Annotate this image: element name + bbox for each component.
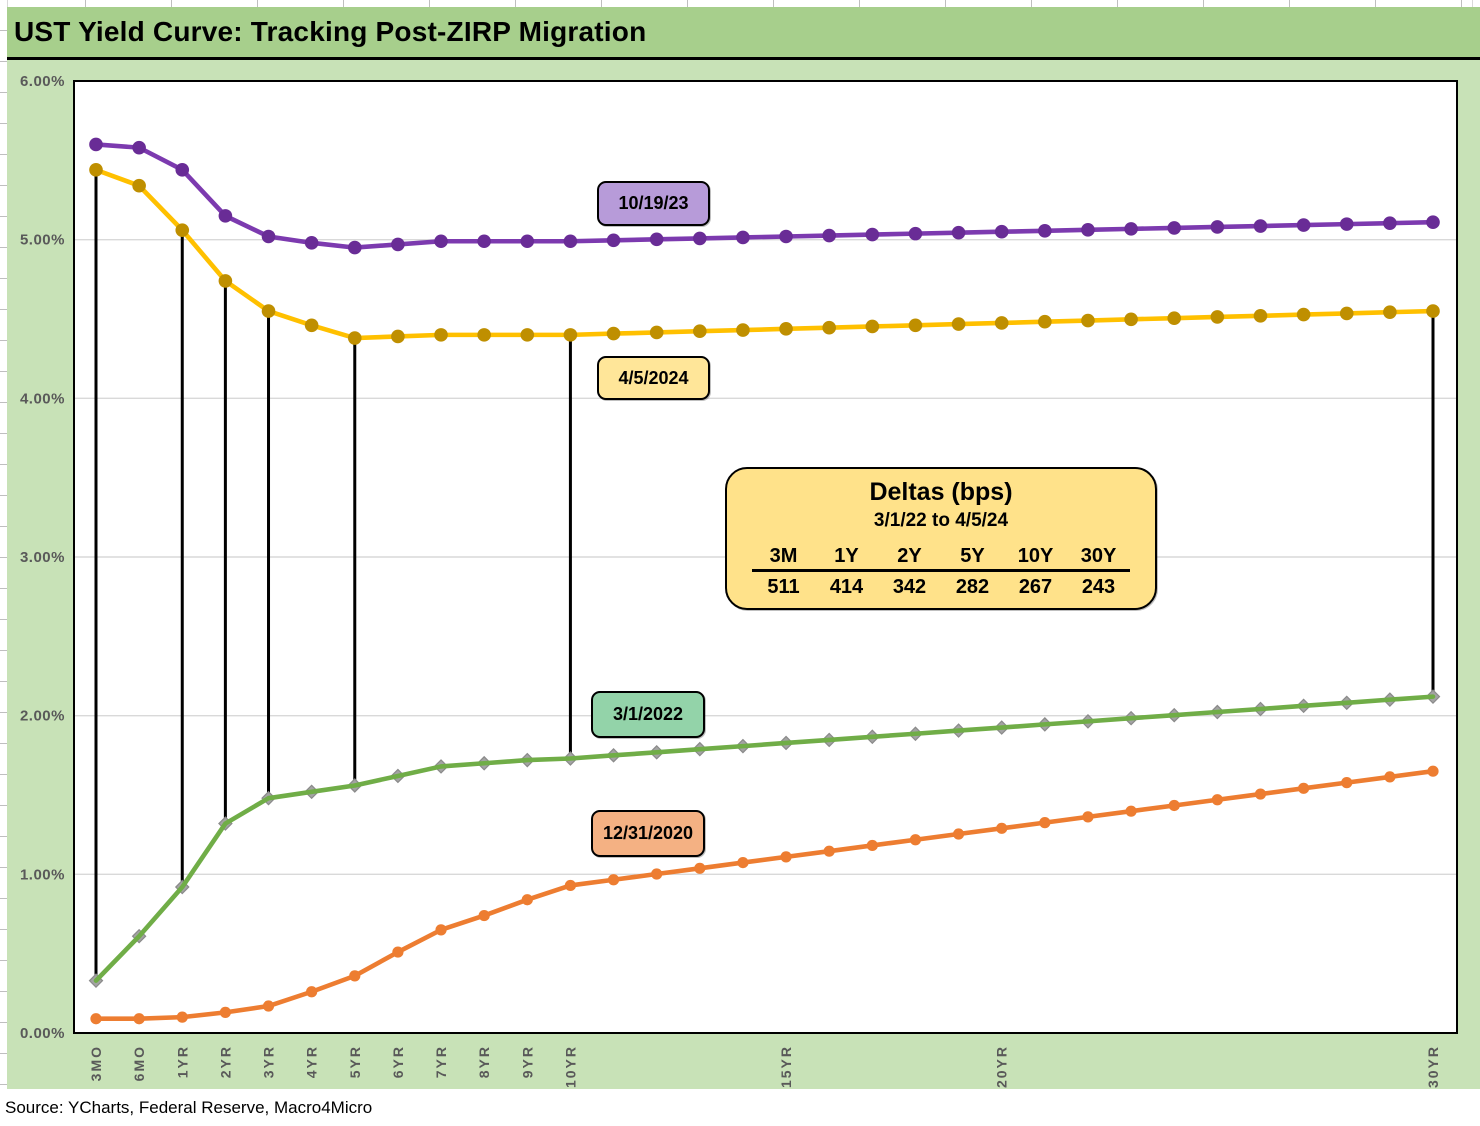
legend-label: 4/5/2024 bbox=[618, 367, 689, 388]
deltas-header-row: 3M 1Y 2Y 5Y 10Y 30Y bbox=[752, 545, 1130, 572]
delta-col-1y: 1Y bbox=[834, 544, 859, 567]
deltas-subtitle: 3/1/22 to 4/5/24 bbox=[873, 509, 1009, 531]
legend-box-3-1-2022: 3/1/2022 bbox=[591, 691, 705, 738]
deltas-annotation-box: Deltas (bps) 3/1/22 to 4/5/24 3M 1Y 2Y 5Y 10… bbox=[725, 467, 1157, 610]
delta-value-30y: 243 bbox=[1081, 575, 1116, 598]
deltas-value-row: 511 414 342 282 267 243 bbox=[752, 572, 1130, 599]
source-bar: Source: YCharts, Federal Reserve, Macro4… bbox=[0, 1089, 1480, 1126]
legend-box-4-5-2024: 4/5/2024 bbox=[597, 356, 710, 400]
legend-label: 3/1/2022 bbox=[612, 704, 684, 724]
source-text: Source: YCharts, Federal Reserve, Macro4… bbox=[5, 1098, 373, 1117]
delta-value-10y: 267 bbox=[1018, 575, 1053, 598]
deltas-title: Deltas (bps) bbox=[869, 478, 1013, 506]
delta-value-5y: 282 bbox=[955, 575, 990, 598]
delta-col-10y: 10Y bbox=[1017, 544, 1054, 567]
delta-col-30y: 30Y bbox=[1080, 544, 1117, 567]
delta-value-1y: 414 bbox=[829, 575, 864, 598]
delta-col-2y: 2Y bbox=[897, 544, 922, 567]
delta-col-3m: 3M bbox=[769, 544, 798, 567]
legend-label: 12/31/2020 bbox=[602, 823, 694, 843]
delta-col-5y: 5Y bbox=[960, 544, 985, 567]
delta-value-2y: 342 bbox=[892, 575, 927, 598]
delta-value-3m: 511 bbox=[767, 575, 800, 598]
legend-label: 10/19/23 bbox=[618, 193, 689, 213]
chart-title-bar: UST Yield Curve: Tracking Post-ZIRP Migr… bbox=[7, 7, 1480, 60]
page-title: UST Yield Curve: Tracking Post-ZIRP Migr… bbox=[14, 16, 647, 47]
legend-box-10-19-23: 10/19/23 bbox=[597, 181, 710, 226]
legend-box-12-31-2020: 12/31/2020 bbox=[591, 810, 705, 857]
